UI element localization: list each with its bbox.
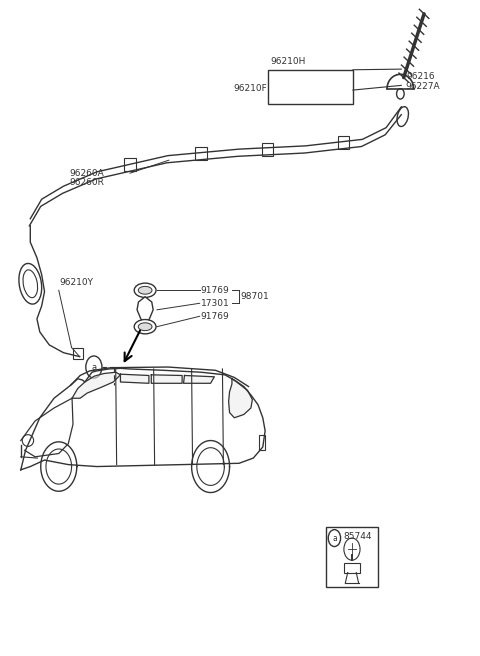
Ellipse shape bbox=[134, 319, 156, 334]
Ellipse shape bbox=[22, 435, 34, 446]
Polygon shape bbox=[183, 375, 215, 383]
Polygon shape bbox=[228, 379, 252, 418]
Polygon shape bbox=[151, 375, 182, 383]
Bar bbox=[262, 142, 273, 155]
Text: 85744: 85744 bbox=[343, 532, 372, 541]
Polygon shape bbox=[72, 372, 120, 398]
Text: 96260A: 96260A bbox=[69, 169, 104, 178]
Text: 17301: 17301 bbox=[201, 298, 229, 308]
Text: 91769: 91769 bbox=[201, 286, 229, 295]
Bar bbox=[124, 157, 136, 171]
Bar bbox=[195, 147, 207, 160]
Ellipse shape bbox=[23, 270, 37, 298]
Ellipse shape bbox=[138, 287, 152, 294]
Text: 96210H: 96210H bbox=[271, 58, 306, 66]
Text: 96227A: 96227A bbox=[405, 82, 440, 91]
FancyBboxPatch shape bbox=[326, 527, 378, 587]
Text: 96260R: 96260R bbox=[69, 178, 104, 188]
Text: a: a bbox=[332, 533, 337, 543]
Bar bbox=[338, 136, 349, 149]
Text: 96210Y: 96210Y bbox=[60, 278, 94, 287]
Text: 96210F: 96210F bbox=[233, 84, 266, 93]
Text: 96216: 96216 bbox=[406, 72, 435, 81]
Bar bbox=[344, 564, 360, 573]
Bar bbox=[73, 348, 84, 359]
Polygon shape bbox=[137, 297, 153, 324]
Bar bbox=[260, 435, 265, 450]
Text: 98701: 98701 bbox=[240, 293, 269, 301]
Ellipse shape bbox=[138, 323, 152, 331]
Ellipse shape bbox=[134, 283, 156, 297]
Text: 91769: 91769 bbox=[201, 312, 229, 321]
Polygon shape bbox=[120, 374, 149, 383]
Text: a: a bbox=[91, 363, 96, 371]
Ellipse shape bbox=[397, 107, 408, 127]
Ellipse shape bbox=[19, 264, 42, 304]
FancyBboxPatch shape bbox=[268, 70, 353, 104]
